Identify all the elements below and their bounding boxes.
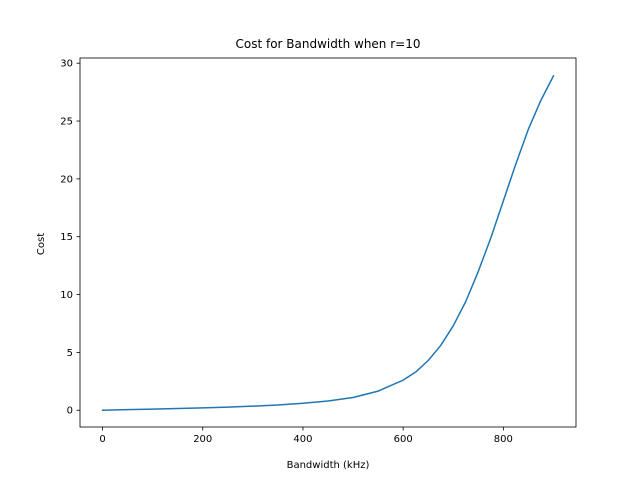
y-tick-label-10: 10	[60, 290, 73, 301]
y-tick-label-25: 25	[60, 117, 73, 128]
x-axis-label: Bandwidth (kHz)	[287, 460, 370, 471]
plot-frame	[79, 57, 577, 428]
x-tick-label-400: 400	[293, 434, 312, 445]
y-axis-label: Cost	[36, 233, 47, 255]
x-tick-label-800: 800	[494, 434, 513, 445]
y-tick-label-15: 15	[60, 232, 73, 243]
x-tick-label-0: 0	[99, 434, 105, 445]
x-tick-label-600: 600	[394, 434, 413, 445]
y-tick-label-0: 0	[67, 406, 73, 417]
y-tick-label-5: 5	[67, 348, 73, 359]
plot-area: 0 200 400 600 800 0 5 10 15 20 25 30	[60, 57, 577, 445]
x-tick-label-200: 200	[193, 434, 212, 445]
y-tick-label-30: 30	[60, 59, 73, 70]
chart-title: Cost for Bandwidth when r=10	[236, 37, 421, 51]
y-tick-label-20: 20	[60, 174, 73, 185]
series-line-0	[101, 74, 555, 411]
